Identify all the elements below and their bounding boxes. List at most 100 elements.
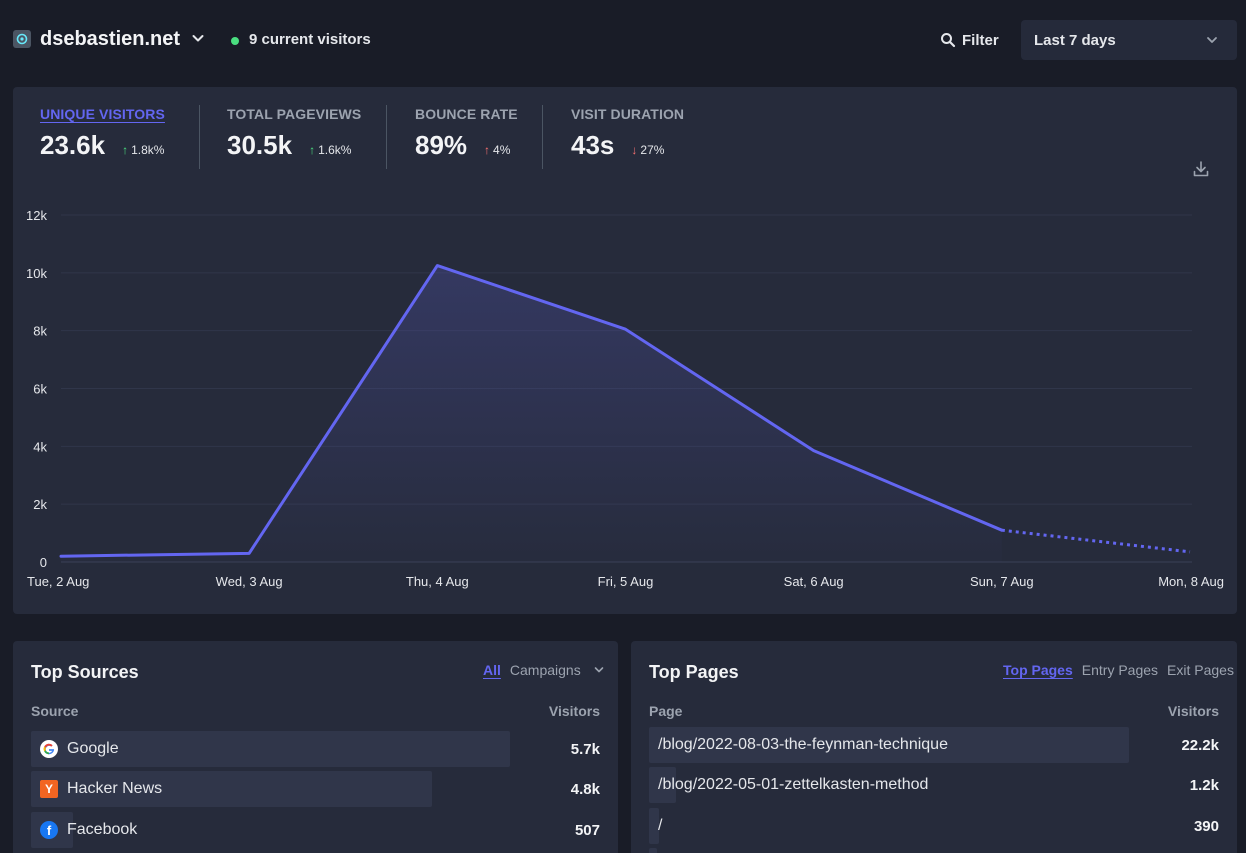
data-point xyxy=(1000,528,1004,532)
share-bar xyxy=(31,731,510,767)
stat-value: 30.5k xyxy=(227,130,293,160)
site-favicon-icon xyxy=(13,30,31,48)
data-point xyxy=(435,264,439,268)
x-tick-label: Thu, 4 Aug xyxy=(406,574,469,589)
series-line-incomplete xyxy=(1001,528,1191,554)
panel-title: Top Sources xyxy=(31,662,139,682)
stat-label: VISIT DURATION xyxy=(571,106,685,122)
filter-button[interactable]: Filter xyxy=(940,29,999,51)
x-tick-label: Sat, 6 Aug xyxy=(784,574,844,589)
arrow-up-icon: ↑ xyxy=(309,143,316,157)
share-bar xyxy=(31,771,432,807)
share-bar xyxy=(649,848,657,853)
stat-total-pageviews[interactable]: TOTAL PAGEVIEWS 30.5k ↑ 1.6k% xyxy=(227,106,361,168)
chevron-down-icon xyxy=(1207,37,1217,43)
stat-visit-duration[interactable]: VISIT DURATION 43s ↓ 27% xyxy=(571,106,684,168)
stat-change: ↑ 1.6k% xyxy=(309,143,352,157)
filter-label: Filter xyxy=(962,31,999,49)
tab-entry-pages[interactable]: Entry Pages xyxy=(1081,662,1159,678)
column-header-visitors: Visitors xyxy=(548,703,600,719)
page-row[interactable]: /blog/2022-08-03-the-feynman-technique 2… xyxy=(649,727,1219,763)
hacker-news-icon: Y xyxy=(40,780,58,798)
source-name: Google xyxy=(67,740,119,757)
series-area xyxy=(61,265,1002,562)
tab-campaigns[interactable]: Campaigns xyxy=(510,662,605,678)
page-visitors: 1.2k xyxy=(1189,777,1219,794)
y-tick-label: 4k xyxy=(33,439,47,454)
source-name: Hacker News xyxy=(67,780,163,797)
site-switcher-chevron-icon[interactable] xyxy=(190,30,206,46)
data-point xyxy=(812,449,816,453)
search-icon xyxy=(941,33,956,48)
visitors-chart[interactable]: 0 2k 4k 6k 8k 10k 12k Tue, 2 Aug Wed, 3 Aug Thu, … xyxy=(13,87,1237,614)
tab-exit-pages[interactable]: Exit Pages xyxy=(1167,662,1234,678)
page-visitors: 390 xyxy=(1193,818,1219,835)
x-tick-label: Mon, 8 Aug xyxy=(1158,574,1224,589)
y-tick-label: 0 xyxy=(40,555,47,570)
data-point xyxy=(247,551,251,555)
column-header-source: Source xyxy=(31,703,79,719)
current-visitors-link[interactable]: 9 current visitors xyxy=(249,31,371,48)
data-point xyxy=(1188,550,1192,554)
stat-value: 43s xyxy=(571,130,615,160)
stat-change: ↓ 27% xyxy=(631,143,665,157)
series-line xyxy=(59,264,1004,558)
source-name: Facebook xyxy=(67,821,138,838)
page-visitors: 22.2k xyxy=(1181,737,1219,754)
page-path: /blog/2022-08-03-the-feynman-technique xyxy=(658,736,948,753)
period-label: Last 7 days xyxy=(1034,31,1116,49)
share-bar xyxy=(649,808,659,844)
y-tick-label: 8k xyxy=(33,324,47,339)
stat-bounce-rate[interactable]: BOUNCE RATE 89% ↑ 4% xyxy=(415,106,518,168)
share-bar xyxy=(649,727,1129,763)
stat-value: 89% xyxy=(415,130,468,160)
source-visitors: 5.7k xyxy=(570,741,600,758)
share-bar xyxy=(649,767,676,803)
arrow-up-icon: ↑ xyxy=(122,143,129,157)
data-point xyxy=(59,554,63,558)
stat-unique-visitors[interactable]: UNIQUE VISITORS 23.6k ↑ 1.8k% xyxy=(40,106,165,168)
y-tick-label: 2k xyxy=(33,497,47,512)
facebook-icon: f xyxy=(40,821,58,839)
live-indicator-icon xyxy=(231,37,239,45)
source-visitors: 4.8k xyxy=(570,781,600,798)
stat-change: ↑ 4% xyxy=(484,143,511,157)
tab-all[interactable]: All xyxy=(483,662,501,678)
period-selector[interactable]: Last 7 days xyxy=(1021,20,1237,60)
x-tick-label: Tue, 2 Aug xyxy=(27,574,89,589)
stat-label: UNIQUE VISITORS xyxy=(40,106,165,122)
google-icon xyxy=(40,740,58,758)
column-header-page: Page xyxy=(649,703,683,719)
divider xyxy=(386,105,387,169)
download-icon[interactable] xyxy=(1192,160,1210,178)
page-row[interactable]: /blog/2022-05-01-zettelkasten-method 1.2… xyxy=(649,767,1219,803)
sources-tabs: All Campaigns xyxy=(483,662,605,678)
page-path: /blog/2022-05-01-zettelkasten-method xyxy=(658,776,929,793)
source-row-facebook[interactable]: f Facebook 507 xyxy=(31,812,600,848)
source-row-google[interactable]: Google 5.7k xyxy=(31,731,600,767)
data-point xyxy=(624,327,628,331)
divider xyxy=(199,105,200,169)
page-row[interactable]: / 390 xyxy=(649,808,1219,844)
pages-tabs: Top Pages Entry Pages Exit Pages xyxy=(1003,662,1234,678)
x-tick-label: Sun, 7 Aug xyxy=(970,574,1034,589)
stat-label: BOUNCE RATE xyxy=(415,106,518,122)
x-tick-label: Wed, 3 Aug xyxy=(216,574,283,589)
arrow-down-icon: ↓ xyxy=(631,143,638,157)
y-tick-label: 12k xyxy=(26,208,47,223)
stat-change: ↑ 1.8k% xyxy=(122,143,165,157)
top-pages-panel: Top Pages Top Pages Entry Pages Exit Pag… xyxy=(631,641,1237,853)
top-sources-panel: Top Sources All Campaigns Source Visitor… xyxy=(13,641,618,853)
source-row-hacker-news[interactable]: Y Hacker News 4.8k xyxy=(31,771,600,807)
stat-label: TOTAL PAGEVIEWS xyxy=(227,106,362,122)
y-tick-label: 6k xyxy=(33,382,47,397)
divider xyxy=(542,105,543,169)
tab-top-pages[interactable]: Top Pages xyxy=(1003,662,1073,678)
chevron-down-icon xyxy=(594,667,603,673)
site-name[interactable]: dsebastien.net xyxy=(40,28,181,50)
x-tick-label: Fri, 5 Aug xyxy=(598,574,654,589)
top-bar: dsebastien.net 9 current visitors Filter… xyxy=(0,0,1246,80)
panel-title: Top Pages xyxy=(649,662,739,682)
column-header-visitors: Visitors xyxy=(1167,703,1219,719)
page-path: / xyxy=(658,817,663,834)
